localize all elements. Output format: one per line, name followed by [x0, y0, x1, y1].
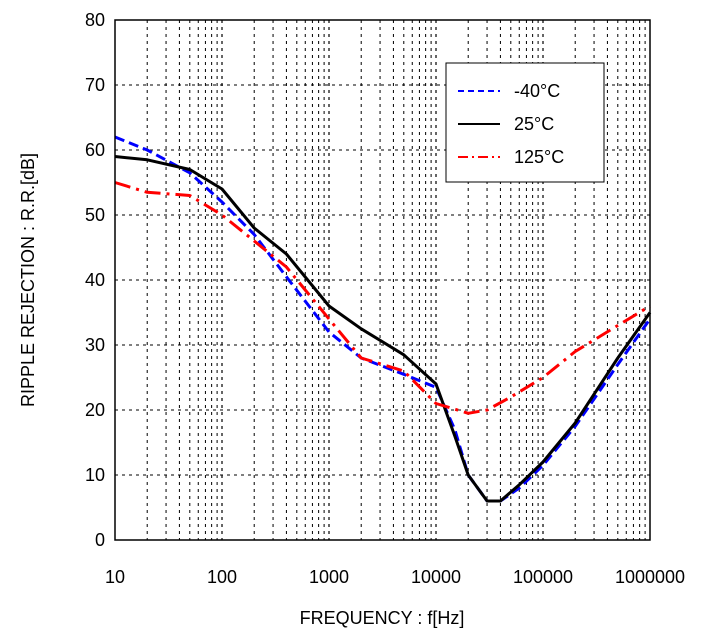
legend: -40°C 25°C 125°C: [445, 62, 605, 183]
y-tick-label: 60: [85, 140, 105, 160]
y-tick-label: 20: [85, 400, 105, 420]
x-tick-label: 100000: [513, 567, 573, 587]
plot-frame: [114, 19, 651, 541]
x-tick-labels: 10 100 1000 10000 100000 1000000: [105, 567, 685, 587]
x-tick-label: 1000: [309, 567, 349, 587]
legend-label-3: 125°C: [514, 147, 564, 167]
legend-box: [445, 62, 605, 183]
y-tick-label: 80: [85, 10, 105, 30]
y-tick-label: 10: [85, 465, 105, 485]
x-tick-label: 10: [105, 567, 125, 587]
legend-label-1: -40°C: [514, 81, 560, 101]
series-line-2: [114, 155, 652, 503]
series-lines: [114, 135, 652, 503]
legend-label-2: 25°C: [514, 114, 554, 134]
y-tick-labels: 0 10 20 30 40 50 60 70 80: [85, 10, 105, 550]
x-axis-title: FREQUENCY : f[Hz]: [300, 608, 465, 628]
y-tick-label: 50: [85, 205, 105, 225]
y-tick-label: 70: [85, 75, 105, 95]
y-tick-label: 40: [85, 270, 105, 290]
y-tick-label: 0: [95, 530, 105, 550]
series-line-3: [114, 181, 651, 415]
y-tick-label: 30: [85, 335, 105, 355]
series-line-1: [114, 135, 652, 503]
x-tick-label: 1000000: [615, 567, 685, 587]
y-axis-title: RIPPLE REJECTION : R.R.[dB]: [18, 153, 38, 407]
x-tick-label: 100: [207, 567, 237, 587]
x-tick-label: 10000: [411, 567, 461, 587]
